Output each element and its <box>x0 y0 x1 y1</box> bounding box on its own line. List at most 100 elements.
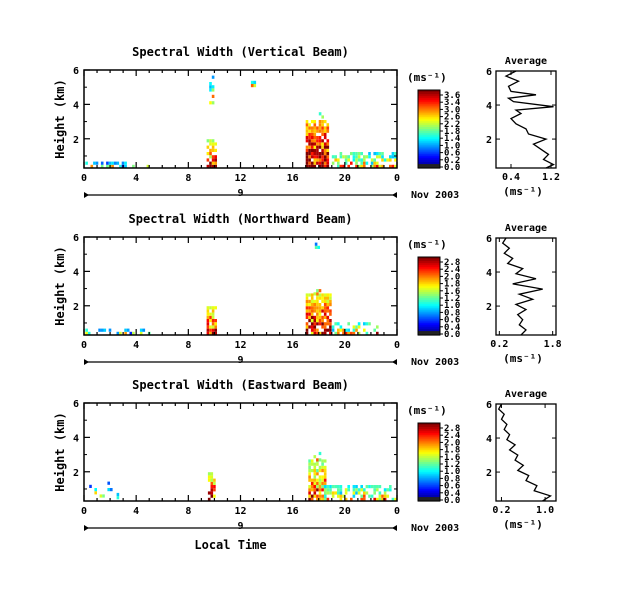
heatmap-cell <box>209 319 212 323</box>
colorbar-segment <box>418 327 440 330</box>
heatmap-cell <box>313 299 317 303</box>
heatmap-cell <box>211 309 215 313</box>
y-tick-label: 4 <box>73 100 79 111</box>
colorbar-tick-label: 1.4 <box>444 134 461 144</box>
heatmap-cell <box>206 309 210 313</box>
heatmap-cell <box>318 309 322 313</box>
colorbar-segment <box>418 257 440 260</box>
heatmap-cell <box>214 142 217 146</box>
heatmap-cell <box>318 126 322 130</box>
heatmap-cell <box>211 145 215 149</box>
heatmap-cell <box>85 328 88 332</box>
average-y-tick-label: 2 <box>486 135 492 146</box>
heatmap-cell <box>85 161 88 165</box>
colorbar-segment <box>418 282 440 285</box>
heatmap-cell <box>334 322 337 326</box>
heatmap-cell <box>323 158 327 162</box>
heatmap-cell <box>389 485 392 489</box>
heatmap-cell <box>323 481 327 485</box>
colorbar-segment <box>418 158 440 161</box>
heatmap-cell <box>206 331 210 335</box>
date-label: 9 <box>237 188 243 199</box>
heatmap-cell <box>310 306 314 310</box>
colorbar-segment <box>418 99 440 103</box>
heatmap-cell <box>308 312 311 316</box>
heatmap-cell <box>318 123 322 127</box>
colorbar-tick-label: 0.4 <box>444 323 461 333</box>
heatmap-cell <box>337 331 340 335</box>
heatmap-cell <box>376 331 379 335</box>
heatmap-cell <box>323 459 327 463</box>
heatmap-cell <box>108 161 112 165</box>
heatmap-cell <box>316 139 319 143</box>
heatmap-cell <box>326 148 330 152</box>
heatmap-cell <box>381 155 384 159</box>
heatmap-cell <box>318 451 322 456</box>
heatmap-cell <box>313 328 317 332</box>
heatmap-cell <box>313 306 317 310</box>
heatmap-cell <box>308 485 311 489</box>
heatmap-cell <box>313 164 317 168</box>
heatmap-cell <box>110 488 113 492</box>
heatmap-cell <box>381 497 384 501</box>
heatmap-cell <box>318 296 322 300</box>
heatmap-cell <box>308 136 311 140</box>
y-axis-label: Height (km) <box>53 79 67 158</box>
heatmap-cell <box>206 322 210 326</box>
heatmap-cell <box>209 101 212 105</box>
heatmap-cell <box>357 322 361 326</box>
heatmap-cell <box>357 325 361 329</box>
average-profile-line <box>501 237 543 336</box>
heatmap-cell <box>347 328 350 332</box>
heatmap-cell <box>316 469 319 473</box>
colorbar-segment <box>418 129 440 132</box>
heatmap-cell <box>339 328 343 332</box>
heatmap-cell <box>206 328 210 332</box>
heatmap-cell <box>308 303 311 307</box>
heatmap-cell <box>211 331 215 335</box>
heatmap-cell <box>331 328 335 332</box>
colorbar-unit-label: (ms⁻¹) <box>407 238 447 251</box>
heatmap-cell <box>305 293 309 297</box>
heatmap-cell <box>207 472 211 476</box>
heatmap-cell <box>209 85 212 89</box>
heatmap-cell <box>363 488 366 492</box>
heatmap-cell <box>211 322 215 326</box>
heatmap-cell <box>214 325 217 329</box>
heatmap-cell <box>355 152 358 156</box>
colorbar-segment <box>418 284 440 287</box>
heatmap-cell <box>111 164 114 168</box>
heatmap-cell <box>376 164 379 168</box>
colorbar-segment <box>418 123 440 126</box>
heatmap-cell <box>310 309 314 313</box>
heatmap-cell <box>314 242 318 246</box>
heatmap-cell <box>211 312 215 316</box>
heatmap-cell <box>323 312 327 316</box>
heatmap-cell <box>381 152 384 156</box>
heatmap-cells <box>85 242 379 335</box>
heatmap-cell <box>94 488 97 492</box>
heatmap-cell <box>316 331 319 335</box>
colorbar-segment <box>418 152 440 155</box>
average-profile-line <box>497 403 553 502</box>
heatmap-cell <box>344 161 348 165</box>
heatmap-cell <box>357 164 361 168</box>
heatmap-cell <box>344 328 348 332</box>
heatmap-cell <box>316 158 319 162</box>
colorbar-segment <box>418 469 440 473</box>
average-frame <box>495 237 557 336</box>
heatmap-cell <box>370 158 374 162</box>
heatmap-cell <box>321 155 324 159</box>
heatmap-cell <box>318 161 322 165</box>
heatmap-cell <box>355 325 358 329</box>
heatmap-cell <box>313 158 317 162</box>
heatmap-cell <box>394 152 397 156</box>
average-x-tick-label: 0.4 <box>502 172 520 183</box>
heatmap-cell <box>87 331 91 335</box>
x-tick-label: 8 <box>185 506 191 517</box>
x-tick-label: 0 <box>394 506 400 517</box>
colorbar-segment <box>418 463 440 467</box>
colorbar-segment <box>418 138 440 142</box>
heatmap-cell <box>321 488 324 492</box>
heatmap-cell <box>308 148 311 152</box>
